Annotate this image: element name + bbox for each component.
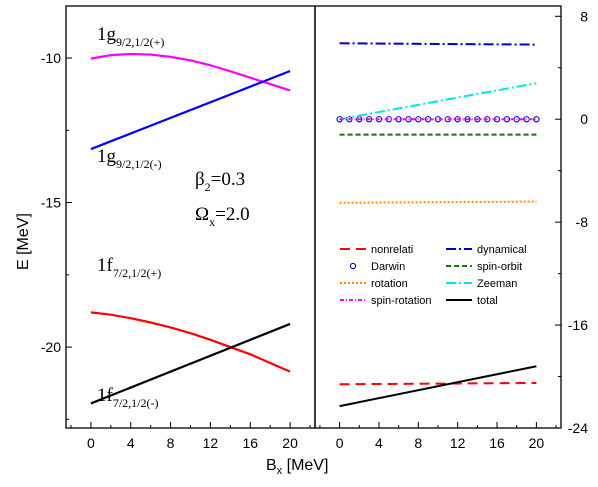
legend-item-rotation: rotation	[340, 278, 408, 290]
right-x-tick-label: 8	[414, 435, 422, 451]
legend-label: nonrelati	[371, 244, 413, 256]
annotation-beta-rest: =0.3	[211, 169, 245, 190]
darwin-point	[533, 116, 540, 123]
darwin-point	[464, 116, 471, 123]
annotation-f-plus: 1f7/2,1/2(+)	[97, 255, 161, 280]
annotation-f-plus-sub: 7/2,1/2(+)	[113, 266, 161, 280]
annotation-omega-sym: Ω	[195, 204, 209, 225]
right-series-zeeman	[339, 82, 537, 121]
right-y-tick-label: -16	[568, 317, 588, 333]
annotation-beta-sub: 2	[205, 180, 211, 194]
left-panel-series	[90, 52, 291, 405]
annotation-f-minus-main: 1f	[97, 385, 114, 406]
left-x-tick-label: 16	[242, 435, 258, 451]
left-x-tick-label: 0	[87, 435, 95, 451]
legend-label: Darwin	[371, 261, 405, 273]
left-y-tick-label: -10	[41, 50, 61, 66]
annotation-omega-rest: =2.0	[215, 204, 249, 225]
left-series-f-minus	[90, 322, 291, 405]
legend-label: spin-orbit	[477, 261, 522, 273]
annotation-g-plus-main: 1g	[97, 24, 117, 45]
right-x-tick-label: 0	[336, 435, 344, 451]
legend-swatch	[349, 262, 357, 270]
annotation-f-minus: 1f7/2,1/2(-)	[97, 385, 158, 410]
legend-label: dynamical	[477, 244, 527, 256]
legend-label: spin-rotation	[371, 295, 432, 307]
legend-item-zeeman: Zeeman	[446, 278, 517, 290]
left-y-tick-label: -20	[41, 339, 61, 355]
darwin-point	[405, 116, 412, 123]
right-y-tick-label: -24	[568, 420, 588, 436]
annotation-omega-sub: x	[209, 215, 215, 229]
right-series-dynamical	[339, 42, 537, 46]
legend-item-spin-orbit: spin-orbit	[446, 261, 522, 273]
darwin-point	[365, 116, 373, 123]
annotation-g-plus: 1g9/2,1/2(+)	[97, 24, 164, 49]
annotation-f-plus-main: 1f	[97, 255, 114, 276]
right-x-tick-label: 12	[450, 435, 466, 451]
x-axis-title-unit: [MeV]	[282, 457, 328, 474]
left-x-tick-label: 12	[203, 435, 219, 451]
legend-item-nonrelati: nonrelati	[340, 244, 413, 256]
x-axis-title-main: B	[266, 457, 277, 474]
y-axis-title: E [MeV]	[15, 213, 32, 270]
right-panel-ticks: 0 4 8 12 16 20 8 0 -8 -16 -24	[319, 8, 589, 451]
right-series-total	[339, 365, 537, 408]
right-y-tick-label: 8	[580, 8, 588, 24]
annotation-f-minus-sub: 7/2,1/2(-)	[113, 396, 159, 410]
annotation-g-minus: 1g9/2,1/2(-)	[97, 146, 162, 171]
legend-label: Zeeman	[477, 278, 517, 290]
right-series-rotation	[339, 200, 537, 204]
right-panel-series	[336, 42, 540, 408]
legend-item-dynamical: dynamical	[446, 244, 527, 256]
left-x-tick-label: 8	[167, 435, 175, 451]
annotation-omega: Ωx=2.0	[195, 204, 250, 229]
right-panel-frame	[314, 5, 562, 429]
x-axis-title-sub: x	[277, 465, 283, 477]
legend: nonrelati dynamical Darwin spin-orbit rotati…	[336, 239, 554, 311]
left-series-g-minus	[90, 70, 291, 151]
left-panel-ticks: 0 4 8 12 16 20 -10 -15 -20	[41, 50, 311, 451]
legend-label: rotation	[371, 278, 408, 290]
legend-item-total: total	[446, 295, 498, 307]
right-series-nonrelati	[339, 381, 537, 386]
legend-item-spin-rotation: spin-rotation	[340, 295, 432, 307]
legend-label: total	[477, 295, 498, 307]
annotation-beta-sym: β	[195, 169, 205, 190]
left-x-tick-label: 4	[127, 435, 135, 451]
right-y-tick-label: -8	[576, 214, 589, 230]
annotation-beta: β2=0.3	[195, 169, 245, 194]
right-x-tick-label: 16	[489, 435, 505, 451]
x-axis-title: Bx [MeV]	[266, 457, 328, 477]
legend-item-darwin: Darwin	[349, 261, 405, 273]
right-y-tick-label: 0	[580, 111, 588, 127]
legend-box	[336, 239, 554, 311]
annotation-g-minus-sub: 9/2,1/2(-)	[116, 157, 162, 171]
annotation-g-minus-main: 1g	[97, 146, 117, 167]
left-y-tick-label: -15	[41, 195, 61, 211]
legend-items: nonrelati dynamical Darwin spin-orbit rotati…	[340, 244, 527, 307]
left-series-g-plus	[90, 52, 291, 92]
right-x-tick-label: 4	[375, 435, 383, 451]
annotation-g-plus-sub: 9/2,1/2(+)	[116, 35, 164, 49]
right-x-tick-label: 20	[529, 435, 545, 451]
left-series-f-plus	[90, 311, 291, 373]
left-x-tick-label: 20	[282, 435, 298, 451]
